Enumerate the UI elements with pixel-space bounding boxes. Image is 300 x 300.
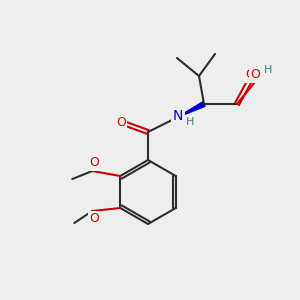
Text: O: O [89, 212, 99, 226]
Text: O: O [116, 116, 126, 128]
Polygon shape [182, 102, 205, 116]
Text: O: O [250, 68, 260, 80]
Text: H: H [264, 65, 272, 75]
Text: H: H [186, 117, 194, 127]
Text: O: O [89, 157, 99, 169]
Text: O: O [245, 68, 255, 82]
Text: N: N [173, 109, 183, 123]
